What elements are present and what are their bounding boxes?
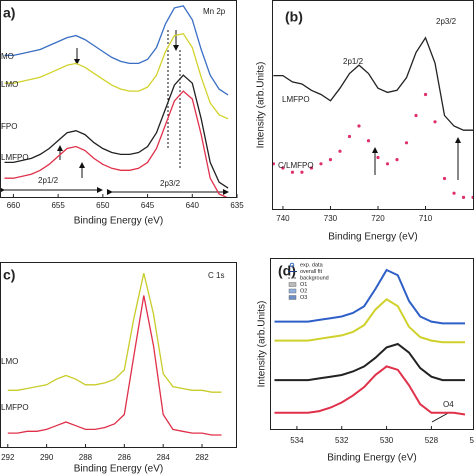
x-tick-label: 645 (141, 201, 155, 210)
spectrum-line (273, 36, 473, 131)
annotation: Mn 2p (203, 7, 226, 16)
annotation: 2p1/2 (38, 176, 59, 185)
spectrum-line (4, 5, 229, 96)
x-tick-label: 528 (425, 436, 439, 445)
x-tick-label: 710 (419, 214, 433, 223)
x-tick-label: 740 (276, 214, 290, 223)
decorations (0, 30, 461, 423)
legend-label: O3 (300, 295, 307, 301)
x-tick-label: 526 (470, 436, 474, 445)
spectrum-line (274, 268, 465, 325)
series-label: LMO (1, 80, 18, 89)
y-axis-label: Intensity (arb.Units) (257, 301, 268, 388)
x-axis-label: Binding Energy (eV) (328, 232, 418, 243)
data-point (385, 162, 390, 166)
data-point (452, 191, 456, 195)
x-tick-label: 290 (40, 453, 54, 462)
plot-area (274, 268, 466, 416)
plot-area (272, 36, 474, 199)
x-tick-label: 660 (7, 201, 21, 210)
legend-symbol (288, 295, 297, 300)
data-point (442, 176, 447, 181)
x-tick-label: 292 (1, 453, 15, 462)
series-label: LMFPO (282, 95, 310, 104)
spectrum-line (4, 32, 229, 120)
x-tick-label: 284 (157, 453, 171, 462)
data-point (338, 149, 342, 153)
series-label: C/LMFPO (278, 161, 314, 170)
spectrum-line (274, 365, 466, 416)
spectrum-line (7, 295, 222, 436)
panel-label: (d) (278, 263, 296, 279)
series-label: MO (1, 52, 14, 61)
series-label: LMFPO (1, 403, 29, 412)
x-tick-label: 282 (195, 453, 209, 462)
x-tick-label: 532 (335, 436, 349, 445)
data-point (423, 92, 428, 97)
legend-label: exp. data (300, 262, 324, 268)
x-tick-label: 530 (380, 436, 394, 445)
legend-label: background (300, 275, 329, 281)
series-label: LMFPO (1, 153, 29, 162)
x-tick-label: 650 (96, 201, 110, 210)
data-point (357, 124, 361, 128)
data-point (290, 170, 295, 174)
data-point (281, 166, 285, 170)
spectrum-line (274, 342, 465, 382)
legend-symbol (288, 288, 297, 294)
frame (0, 262, 237, 448)
spectrum-line (274, 298, 465, 344)
series-label: FPO (1, 122, 17, 131)
plot-area (7, 273, 222, 436)
spectrum-line (4, 90, 229, 198)
legend-label: O1 (300, 282, 307, 288)
data-point (328, 158, 333, 162)
annotation: 2p3/2 (160, 179, 181, 188)
x-axis-label: Binding Energy (eV) (74, 216, 164, 227)
x-axis-label: Binding Energy (eV) (74, 464, 164, 474)
x-tick-label: 286 (118, 453, 132, 462)
panel-label: (b) (285, 9, 303, 25)
x-tick-label: 534 (290, 436, 304, 445)
x-tick-label: 730 (324, 214, 338, 223)
spectrum-line (4, 74, 229, 189)
data-point (433, 120, 437, 124)
x-tick-label: 720 (371, 214, 385, 223)
series-label: LMO (1, 357, 18, 366)
data-point (404, 141, 409, 145)
data-point (461, 195, 466, 199)
data-point (347, 134, 352, 139)
panel-label: a) (3, 5, 15, 21)
frame (0, 0, 237, 198)
annotation: 2p3/2 (436, 17, 457, 26)
data-point (300, 170, 304, 174)
annotation: O4 (443, 400, 454, 409)
data-point (309, 166, 314, 170)
legend-label: overall fit (300, 269, 322, 275)
data-point (366, 139, 371, 143)
spectrum-line (7, 273, 222, 393)
legend-label: O2 (300, 288, 307, 294)
data-point (376, 155, 380, 160)
panel-label: c) (3, 267, 15, 283)
annotation: 2p1/2 (343, 57, 364, 66)
annotation: C 1s (208, 271, 224, 280)
data-point (395, 158, 399, 162)
plot-area (4, 5, 229, 198)
x-tick-label: 640 (186, 201, 200, 210)
data-point (319, 162, 323, 166)
legend-symbol (288, 282, 297, 287)
x-tick-label: 655 (51, 201, 65, 210)
x-tick-label: 288 (79, 453, 93, 462)
y-axis-label: Intensity (arb.Units) (256, 62, 267, 149)
data-point (414, 113, 418, 118)
x-axis-label: Binding Energy (eV) (327, 453, 417, 464)
legend-symbol (289, 262, 295, 268)
x-tick-label: 635 (230, 201, 244, 210)
